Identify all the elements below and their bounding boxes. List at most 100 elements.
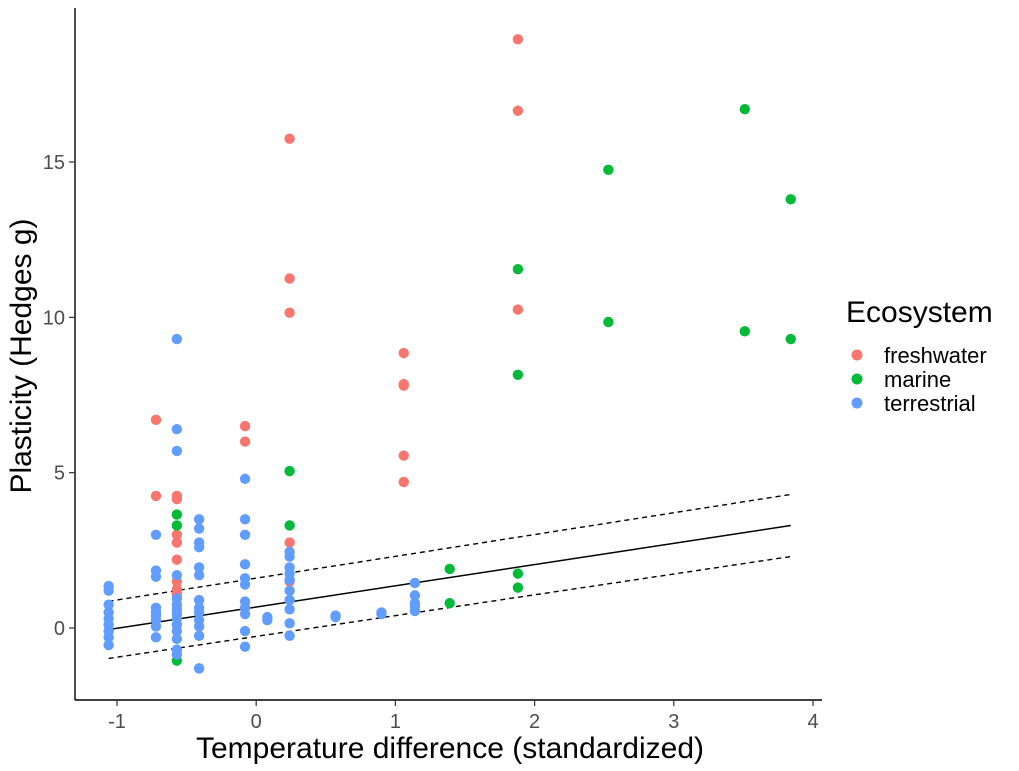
- fit-line: [108, 524, 791, 631]
- data-point-terrestrial: [193, 607, 205, 618]
- data-point-terrestrial: [262, 615, 273, 626]
- data-point-freshwater: [171, 537, 183, 548]
- legend-label-terrestrial: terrestrial: [884, 391, 976, 416]
- data-point-terrestrial: [284, 630, 295, 641]
- data-point-marine: [739, 326, 750, 337]
- data-point-terrestrial: [284, 585, 295, 596]
- legend-label-marine: marine: [884, 367, 951, 392]
- data-point-terrestrial: [239, 473, 251, 485]
- data-point-terrestrial: [193, 621, 205, 632]
- data-point-freshwater: [284, 307, 295, 318]
- data-point-terrestrial: [284, 574, 295, 586]
- data-point-freshwater: [512, 304, 524, 315]
- data-point-terrestrial: [239, 559, 251, 570]
- data-point-terrestrial: [193, 514, 205, 525]
- fit-upper-bound: [108, 493, 791, 602]
- data-point-terrestrial: [150, 621, 162, 632]
- data-point-freshwater: [512, 105, 524, 116]
- data-point-terrestrial: [239, 579, 251, 590]
- data-point-terrestrial: [103, 585, 114, 596]
- data-point-terrestrial: [171, 445, 183, 457]
- data-point-terrestrial: [284, 594, 295, 606]
- data-point-marine: [512, 582, 524, 593]
- data-point-freshwater: [284, 537, 295, 548]
- x-tick-label: 4: [807, 711, 818, 733]
- data-point-freshwater: [150, 490, 162, 502]
- data-point-terrestrial: [284, 604, 295, 615]
- data-point-terrestrial: [409, 590, 421, 601]
- data-point-marine: [603, 164, 614, 175]
- data-point-terrestrial: [171, 423, 183, 435]
- data-point-terrestrial: [239, 641, 251, 652]
- data-point-terrestrial: [103, 599, 114, 610]
- data-point-terrestrial: [171, 649, 183, 660]
- data-point-marine: [512, 369, 524, 381]
- data-point-terrestrial: [409, 577, 421, 589]
- y-tick-label: 5: [54, 463, 65, 485]
- axes-layer: -1 0 1 2 3 4 0 5 10 15: [43, 8, 822, 733]
- data-point-terrestrial: [150, 632, 162, 643]
- data-point-freshwater: [398, 347, 409, 359]
- data-point-terrestrial: [171, 633, 183, 645]
- y-tick-label: 15: [43, 152, 65, 174]
- data-point-terrestrial: [239, 608, 251, 620]
- legend-key-terrestrial: [851, 397, 863, 409]
- data-point-terrestrial: [193, 594, 205, 606]
- data-point-freshwater: [239, 436, 251, 447]
- data-point-terrestrial: [193, 630, 205, 641]
- fit-layer: [108, 493, 791, 660]
- data-point-terrestrial: [376, 608, 387, 620]
- x-tick-label: 1: [390, 711, 401, 733]
- y-tick-label: 10: [43, 307, 65, 329]
- data-point-marine: [785, 194, 796, 205]
- data-point-freshwater: [398, 476, 409, 488]
- x-axis-title: Temperature difference (standardized): [196, 732, 704, 765]
- data-point-terrestrial: [284, 551, 295, 562]
- legend-title: Ecosystem: [846, 296, 993, 329]
- data-point-marine: [171, 509, 183, 520]
- data-point-marine: [739, 103, 750, 115]
- data-point-marine: [785, 333, 796, 345]
- y-axis-title: Plasticity (Hedges g): [5, 218, 38, 493]
- data-point-freshwater: [398, 380, 409, 391]
- data-point-marine: [444, 563, 455, 575]
- data-point-freshwater: [398, 450, 409, 461]
- legend-key-freshwater: [851, 349, 863, 361]
- data-point-terrestrial: [239, 625, 251, 637]
- y-tick-label: 0: [54, 618, 65, 640]
- data-point-terrestrial: [330, 611, 341, 623]
- data-point-terrestrial: [239, 529, 251, 540]
- data-point-freshwater: [239, 420, 251, 432]
- data-point-freshwater: [171, 493, 183, 505]
- data-point-terrestrial: [171, 333, 183, 345]
- data-point-marine: [171, 520, 183, 531]
- points-layer: [103, 34, 796, 674]
- data-point-freshwater: [284, 273, 295, 284]
- data-point-terrestrial: [409, 605, 421, 617]
- data-point-terrestrial: [171, 625, 183, 637]
- data-point-freshwater: [284, 133, 295, 144]
- data-point-marine: [603, 316, 614, 328]
- data-point-terrestrial: [193, 569, 205, 581]
- x-tick-label: 0: [251, 711, 262, 733]
- data-point-terrestrial: [193, 542, 205, 553]
- data-point-freshwater: [171, 529, 183, 540]
- data-point-marine: [512, 568, 524, 579]
- data-point-marine: [284, 520, 295, 531]
- data-point-terrestrial: [150, 571, 162, 582]
- data-point-freshwater: [512, 34, 524, 45]
- x-tick-label: 2: [529, 711, 540, 733]
- x-tick-label: 3: [668, 711, 679, 733]
- data-point-freshwater: [150, 414, 162, 426]
- legend-label-freshwater: freshwater: [884, 343, 987, 368]
- data-point-terrestrial: [150, 529, 162, 540]
- legend-key-marine: [851, 373, 863, 385]
- data-point-terrestrial: [239, 514, 251, 525]
- data-point-terrestrial: [284, 618, 295, 629]
- data-point-terrestrial: [193, 663, 205, 674]
- data-point-marine: [284, 465, 295, 477]
- data-point-terrestrial: [103, 639, 114, 651]
